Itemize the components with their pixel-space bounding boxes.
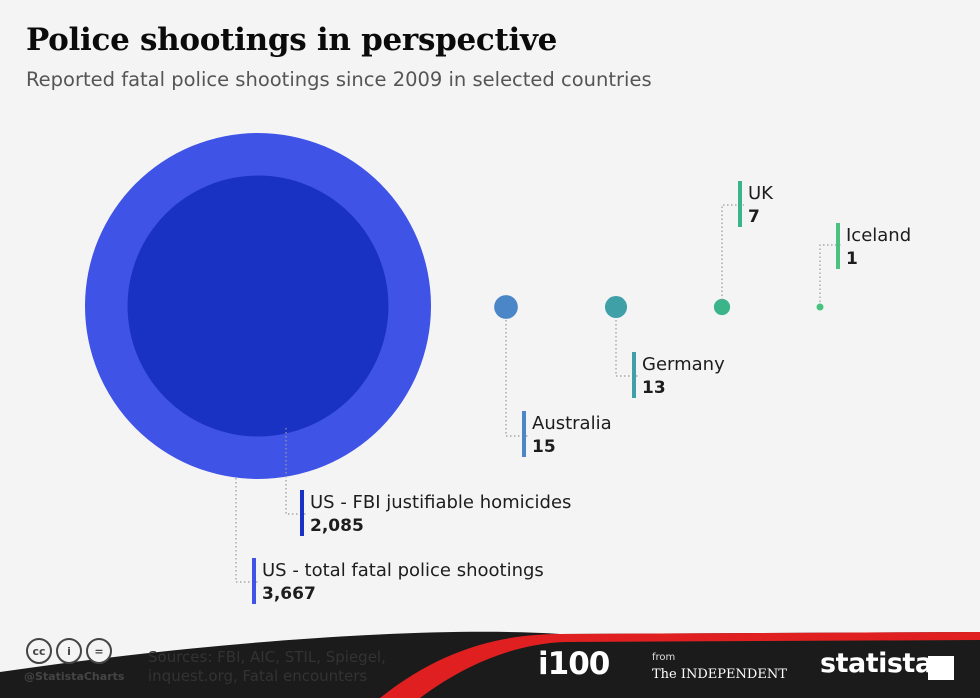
label-name-2: Australia <box>532 413 612 434</box>
label-value-5: 1 <box>846 249 858 269</box>
i100-logo[interactable]: i100 <box>538 646 610 682</box>
statista-mark-icon <box>928 656 954 680</box>
leader-line-3 <box>615 320 638 377</box>
bubble-5 <box>816 303 824 311</box>
footer-background <box>0 631 980 698</box>
statista-logo[interactable]: statista <box>820 648 933 679</box>
label-value-0: 3,667 <box>262 584 316 604</box>
chart-title: Police shootings in perspective <box>26 22 558 58</box>
leader-line-2 <box>505 320 528 437</box>
label-value-2: 15 <box>532 437 556 457</box>
label-name-0: US - total fatal police shootings <box>262 560 544 581</box>
chart-subtitle: Reported fatal police shootings since 20… <box>26 68 652 91</box>
license-icons: cc i = <box>26 638 112 664</box>
label-bar-0 <box>252 558 256 604</box>
label-bar-4 <box>738 181 742 227</box>
label-bar-3 <box>632 352 636 398</box>
bubble-4 <box>713 298 731 316</box>
cc-icon: cc <box>26 638 52 664</box>
bubble-3 <box>604 295 628 319</box>
independent-logo[interactable]: The INDEPENDENT <box>652 667 787 682</box>
sources: Sources: FBI, AIC, STIL, Spiegel, inques… <box>148 648 388 686</box>
label-bar-5 <box>836 223 840 269</box>
leader-line-1 <box>285 428 306 515</box>
bubble-2 <box>494 295 518 319</box>
label-name-5: Iceland <box>846 225 911 246</box>
leader-line-5 <box>819 244 842 302</box>
label-value-3: 13 <box>642 378 666 398</box>
no-derivatives-icon: = <box>86 638 112 664</box>
label-bar-2 <box>522 411 526 457</box>
attribution-icon: i <box>56 638 82 664</box>
label-bar-1 <box>300 490 304 536</box>
sources-line-1: Sources: FBI, AIC, STIL, Spiegel, <box>148 648 386 666</box>
statista-handle[interactable]: @StatistaCharts <box>24 670 125 683</box>
brand-from-text: from <box>652 652 676 663</box>
label-name-3: Germany <box>642 354 725 375</box>
leader-line-0 <box>235 478 258 583</box>
label-value-4: 7 <box>748 207 760 227</box>
footer-accent <box>380 632 980 698</box>
label-name-1: US - FBI justifiable homicides <box>310 492 571 513</box>
label-name-4: UK <box>748 183 774 204</box>
sources-line-2: inquest.org, Fatal encounters <box>148 667 368 685</box>
bubble-1 <box>127 175 389 437</box>
label-value-1: 2,085 <box>310 516 364 536</box>
